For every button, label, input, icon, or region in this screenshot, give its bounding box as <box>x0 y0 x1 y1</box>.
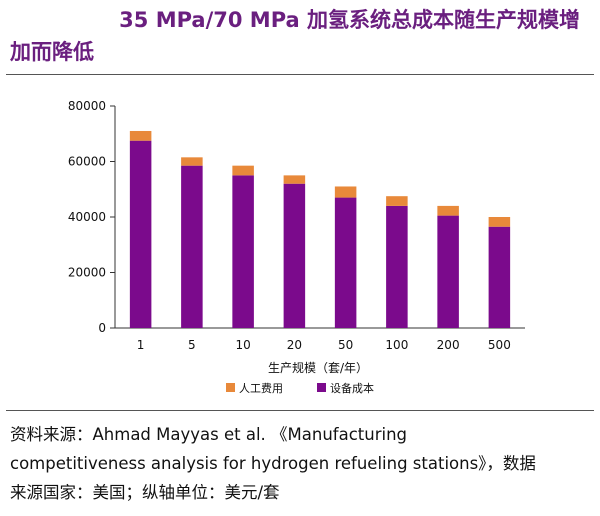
legend-swatch <box>317 383 326 392</box>
x-tick-label: 1 <box>137 338 145 352</box>
legend-label: 设备成本 <box>330 381 374 395</box>
source-divider <box>6 410 594 411</box>
bar-labor-cost <box>129 130 152 141</box>
legend-item-labor-cost: 人工费用 <box>226 382 283 395</box>
x-tick-label: 10 <box>235 338 250 352</box>
chart-title-line-2: 加而降低 <box>10 40 94 64</box>
bar-labor-cost <box>232 165 254 176</box>
bar-equipment-cost <box>129 140 152 328</box>
bar-equipment-cost <box>232 175 254 328</box>
x-axis: 1 5 10 20 50 100 200 500 <box>115 327 525 352</box>
x-tick-label: 20 <box>287 338 302 352</box>
bar-equipment-cost <box>283 183 306 328</box>
x-tick-label: 200 <box>437 338 460 352</box>
chart-title-line-1: 35 MPa/70 MPa 加氢系统总成本随生产规模增 <box>119 8 580 32</box>
x-axis-label: 生产规模（套/年） <box>268 360 368 375</box>
title-divider <box>6 74 594 75</box>
legend-swatch <box>226 383 235 392</box>
bar-labor-cost <box>386 196 408 206</box>
legend-item-equipment-cost: 设备成本 <box>317 381 374 395</box>
bar-equipment-cost <box>181 165 203 328</box>
x-tick-label: 100 <box>385 338 408 352</box>
x-tick-label: 500 <box>488 338 511 352</box>
y-axis: 0 20000 40000 60000 80000 <box>68 99 116 335</box>
bar-labor-cost <box>181 157 203 166</box>
bar-equipment-cost <box>334 197 357 328</box>
bar-equipment-cost <box>386 205 408 328</box>
bar-labor-cost <box>283 175 306 184</box>
legend: 人工费用 设备成本 <box>226 381 374 395</box>
source-line-2: competitiveness analysis for hydrogen re… <box>10 454 536 473</box>
y-tick-label: 0 <box>98 321 106 335</box>
bar-labor-cost <box>334 186 357 198</box>
legend-label: 人工费用 <box>239 382 283 395</box>
bars <box>129 130 511 328</box>
bar-labor-cost <box>437 205 459 216</box>
x-tick-label: 5 <box>188 338 196 352</box>
y-tick-label: 20000 <box>68 266 106 280</box>
source-line-3: 来源国家：美国；纵轴单位：美元/套 <box>10 483 280 502</box>
bar-equipment-cost <box>488 226 511 328</box>
source-line-1: 资料来源：Ahmad Mayyas et al. 《Manufacturing <box>10 425 408 444</box>
y-tick-label: 80000 <box>68 99 106 113</box>
bar-labor-cost <box>488 217 511 227</box>
source-note: 资料来源：Ahmad Mayyas et al. 《Manufacturing … <box>10 420 595 507</box>
x-tick-label: 50 <box>338 338 353 352</box>
y-tick-label: 40000 <box>68 210 106 224</box>
chart-title: 35 MPa/70 MPa 加氢系统总成本随生产规模增 加而降低 <box>10 4 590 68</box>
bar-equipment-cost <box>437 215 459 328</box>
y-tick-label: 60000 <box>68 155 106 169</box>
